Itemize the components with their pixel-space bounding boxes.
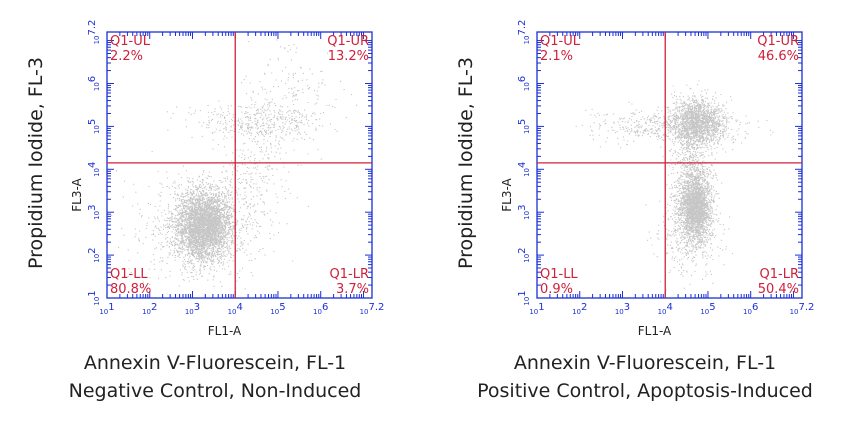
- y-tick-label: 105: [517, 119, 531, 134]
- quadrant-percent-q1-ul: 2.1%: [540, 49, 573, 64]
- x-axis-label: FL1-A: [638, 324, 672, 338]
- quadrant-percent-q1-lr: 50.4%: [758, 282, 799, 297]
- quadrant-percent-q1-ur: 46.6%: [758, 49, 799, 64]
- x-tick-label: 101: [99, 302, 114, 316]
- quadrant-name-q1-lr: Q1-LR: [330, 267, 369, 282]
- x-tick-label: 105: [270, 302, 285, 316]
- outer-y-axis-label: Propidium Iodide, FL-3: [455, 57, 477, 269]
- caption-line-2: Negative Control, Non-Induced: [68, 380, 362, 402]
- flow-plot-panel-positive-control: 101 101 102 102 103 103 104 104 105 105 106 106 107.…: [430, 0, 860, 438]
- quadrant-percent-q1-lr: 3.7%: [336, 282, 369, 297]
- caption-line-1: Annexin V-Fluorescein, FL-1: [513, 352, 777, 374]
- event-dot-cloud: [111, 39, 358, 297]
- y-tick-label: 103: [87, 205, 101, 220]
- y-tick-label: 104: [87, 162, 101, 177]
- x-tick-label: 102: [572, 302, 587, 316]
- quadrant-percent-q1-ul: 2.2%: [110, 49, 143, 64]
- y-tick-label: 105: [87, 119, 101, 134]
- x-tick-label: 106: [743, 302, 758, 316]
- x-tick-label: 104: [228, 302, 243, 316]
- event-dot-cloud: [575, 80, 774, 291]
- caption-line-1: Annexin V-Fluorescein, FL-1: [83, 352, 347, 374]
- outer-y-axis-label: Propidium Iodide, FL-3: [25, 57, 47, 269]
- quadrant-percent-q1-ll: 0.9%: [540, 282, 573, 297]
- quadrant-name-q1-ll: Q1-LL: [540, 267, 578, 282]
- quadrant-name-q1-lr: Q1-LR: [760, 267, 799, 282]
- x-tick-label: 107.2: [360, 302, 385, 316]
- quadrant-name-q1-ur: Q1-UR: [327, 34, 369, 49]
- x-tick-label: 105: [700, 302, 715, 316]
- y-tick-label: 104: [517, 162, 531, 177]
- y-tick-label: 103: [517, 205, 531, 220]
- y-tick-label: 102: [87, 247, 101, 262]
- plot-frame: [536, 31, 803, 299]
- x-tick-label: 106: [313, 302, 328, 316]
- x-tick-label: 103: [185, 302, 200, 316]
- quadrant-percent-q1-ur: 13.2%: [328, 49, 369, 64]
- x-tick-label: 102: [142, 302, 157, 316]
- y-axis-label: FL3-A: [70, 177, 84, 211]
- axis-ticks: [536, 32, 802, 299]
- y-tick-label: 107.2: [517, 20, 531, 45]
- x-tick-label: 101: [529, 302, 544, 316]
- event-dots: [111, 39, 358, 297]
- y-tick-label: 106: [517, 76, 531, 91]
- x-tick-label: 103: [615, 302, 630, 316]
- y-tick-label: 101: [517, 290, 531, 305]
- event-dots: [575, 80, 774, 291]
- quadrant-name-q1-ll: Q1-LL: [110, 267, 148, 282]
- quadrant-name-q1-ul: Q1-UL: [110, 34, 151, 49]
- quadrant-name-q1-ul: Q1-UL: [540, 34, 581, 49]
- quadrant-name-q1-ur: Q1-UR: [757, 34, 799, 49]
- caption-line-2: Positive Control, Apoptosis-Induced: [477, 380, 813, 402]
- y-tick-label: 101: [87, 290, 101, 305]
- y-tick-label: 102: [517, 247, 531, 262]
- x-tick-label: 107.2: [790, 302, 815, 316]
- y-axis-label: FL3-A: [500, 177, 514, 211]
- y-tick-label: 106: [87, 76, 101, 91]
- axis-ticks: [106, 32, 372, 299]
- x-tick-label: 104: [658, 302, 673, 316]
- y-tick-label: 107.2: [87, 20, 101, 45]
- x-axis-label: FL1-A: [208, 324, 242, 338]
- plot-frame: [106, 31, 373, 299]
- quadrant-percent-q1-ll: 80.8%: [110, 282, 151, 297]
- flow-plot-panel-negative-control: 101 101 102 102 103 103 104 104 105 105 106 106 107.…: [25, 20, 385, 402]
